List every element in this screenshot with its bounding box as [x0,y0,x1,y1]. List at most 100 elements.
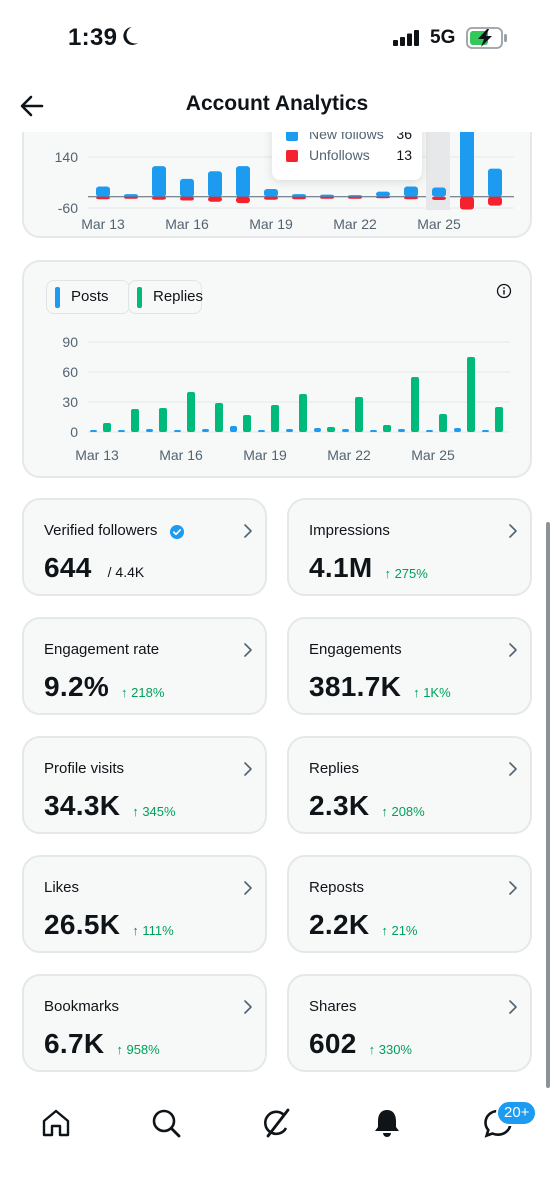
stat-label: Shares [309,998,357,1015]
stat-value: 6.7K [44,1028,105,1059]
y-tick-label: 30 [62,394,78,410]
x-tick-label: Mar 25 [417,216,461,232]
stat-delta: ↑ 218% [121,685,165,700]
replies-bar [383,425,391,432]
stat-card-profile-visits[interactable]: Profile visits 34.3K ↑ 345% [22,736,267,834]
new-follows-bar [208,171,222,197]
tooltip-value: 13 [396,147,412,163]
replies-bar [215,403,223,432]
info-icon[interactable] [496,283,512,299]
stat-label: Impressions [309,522,390,539]
stat-label: Profile visits [44,760,125,777]
stat-value: 4.1M [309,552,373,583]
y-tick-label: 0 [70,424,78,440]
home-icon[interactable] [39,1106,73,1140]
stat-delta: ↑ 208% [381,804,425,819]
stat-card-replies[interactable]: Replies 2.3K ↑ 208% [287,736,532,834]
unfollows-bar [180,196,194,201]
posts-bar [398,429,405,432]
stat-card-bookmarks[interactable]: Bookmarks 6.7K ↑ 958% [22,974,267,1072]
replies-bar [131,409,139,432]
tooltip-row-unfollows: Unfollows 13 [286,147,412,167]
replies-bar [243,415,251,432]
bell-icon[interactable] [370,1106,404,1140]
stat-label: Engagements [309,641,402,658]
stat-delta: ↑ 21% [381,923,418,938]
moon-icon [123,27,138,45]
new-follows-bar [152,166,166,197]
unfollows-bar [124,196,138,199]
back-arrow-icon[interactable] [18,92,46,120]
stat-value: 26.5K [44,909,121,940]
replies-bar [271,405,279,432]
stat-card-engagements[interactable]: Engagements 381.7K ↑ 1K% [287,617,532,715]
messages-icon[interactable] [481,1106,515,1140]
unfollows-bar [376,196,390,199]
new-follows-bar [124,194,138,197]
posts-bar [454,428,461,432]
replies-bar [411,377,419,432]
new-follows-bar [96,186,110,197]
stat-card-impressions[interactable]: Impressions 4.1M ↑ 275% [287,498,532,596]
stat-label: Replies [309,760,360,777]
posts-swatch [55,287,60,308]
replies-bar [299,394,307,432]
replies-swatch [137,287,142,308]
new-follows-bar [404,186,418,197]
stat-label: Verified followers [44,522,158,539]
legend-posts-chip[interactable]: Posts [46,280,130,314]
stat-card-reposts[interactable]: Reposts 2.2K ↑ 21% [287,855,532,953]
page-title: Account Analytics [185,92,369,115]
posts-bar [482,430,489,432]
unfollows-bar [460,196,474,210]
posts-bar [342,429,349,432]
stat-value: 2.3K [309,790,370,821]
posts-chart-card: Posts Replies 90 60 30 0 Mar 13 Mar 16 Mar 19 M… [22,260,532,478]
y-tick-label: 140 [55,149,79,165]
posts-bar [286,429,293,432]
status-bar: 1:39 5G [0,0,554,80]
stat-delta: ↑ 330% [368,1042,412,1057]
stat-card-verified-followers[interactable]: Verified followers 644 / 4.4K [22,498,267,596]
x-tick-label: Mar 22 [333,216,377,232]
replies-bar [495,407,503,432]
stat-value: 34.3K [44,790,121,821]
stat-card-shares[interactable]: Shares 602 ↑ 330% [287,974,532,1072]
chevron-right-icon [244,881,252,895]
posts-bar [314,428,321,432]
verified-badge-icon [170,525,184,539]
new-follows-swatch [286,132,298,141]
x-tick-label: Mar 16 [165,216,209,232]
replies-bar [159,408,167,432]
search-icon[interactable] [149,1106,183,1140]
new-follows-bar [320,194,334,197]
chevron-right-icon [244,524,252,538]
new-follows-bar [292,194,306,197]
chevron-right-icon [244,762,252,776]
chevron-right-icon [509,1000,517,1014]
x-tick-label: Mar 22 [327,447,371,463]
grok-icon[interactable] [260,1106,294,1140]
scrollbar[interactable] [546,522,550,1088]
posts-bar [146,429,153,432]
chevron-right-icon [244,1000,252,1014]
unfollows-bar [292,196,306,200]
new-follows-bar [264,189,278,197]
chevron-right-icon [509,762,517,776]
stat-card-engagement-rate[interactable]: Engagement rate 9.2% ↑ 218% [22,617,267,715]
stat-card-likes[interactable]: Likes 26.5K ↑ 111% [22,855,267,953]
x-tick-label: Mar 16 [159,447,203,463]
posts-bar [426,430,433,432]
unfollows-bar [236,196,250,204]
y-tick-label: 90 [62,334,78,350]
x-tick-label: Mar 19 [249,216,293,232]
legend-replies-chip[interactable]: Replies [128,280,203,314]
posts-bar [230,426,237,432]
analytics-content[interactable]: 340 140 -60 Mar 13 Mar 16 Mar 19 Mar 22 Mar 25 … [0,132,554,1088]
unfollows-bar [96,196,110,200]
new-follows-bar [180,178,194,197]
battery-charging-icon [466,27,507,49]
stat-delta: ↑ 958% [116,1042,160,1057]
unfollows-bar [320,196,334,199]
